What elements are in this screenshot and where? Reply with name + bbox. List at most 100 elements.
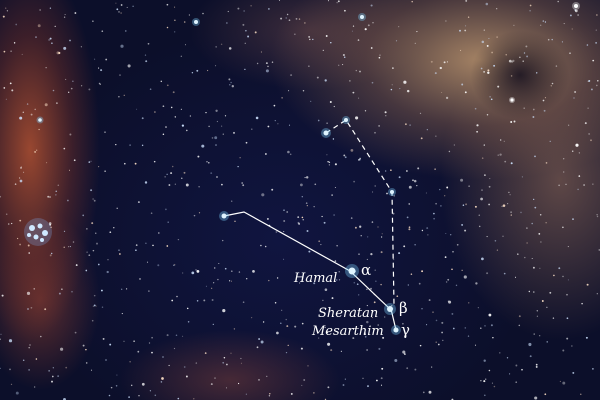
background-star	[215, 46, 217, 48]
background-star	[185, 375, 188, 378]
background-star	[238, 382, 240, 385]
background-star	[428, 390, 432, 394]
background-star	[174, 31, 176, 33]
background-star	[149, 88, 152, 91]
background-star	[591, 367, 594, 370]
background-star	[364, 110, 367, 112]
background-star	[120, 44, 124, 48]
background-star	[271, 188, 274, 191]
background-star	[496, 249, 499, 251]
background-star	[356, 283, 359, 286]
background-star	[308, 250, 311, 253]
background-star	[283, 231, 285, 233]
background-star	[82, 214, 85, 217]
background-star	[468, 185, 470, 187]
background-star	[390, 88, 393, 91]
background-star	[46, 162, 48, 164]
background-star	[521, 176, 524, 178]
background-star	[185, 44, 186, 46]
background-star	[231, 85, 234, 88]
bright-star-right	[509, 97, 515, 103]
background-star	[574, 9, 578, 13]
background-star	[313, 392, 315, 394]
background-star	[572, 371, 575, 374]
background-star	[596, 215, 599, 218]
background-star	[569, 14, 572, 17]
background-star	[63, 147, 66, 150]
background-star	[533, 198, 535, 201]
background-star	[452, 327, 455, 330]
background-star	[75, 264, 78, 267]
background-star	[522, 60, 524, 62]
background-star	[321, 215, 323, 218]
background-star	[237, 165, 239, 168]
background-star	[545, 162, 548, 164]
background-star	[265, 69, 269, 73]
background-star	[323, 221, 326, 224]
background-star	[322, 49, 324, 52]
background-star	[288, 124, 291, 126]
background-star	[407, 284, 409, 286]
background-star	[283, 258, 285, 260]
background-star	[237, 7, 240, 10]
background-star	[414, 42, 416, 45]
background-star	[297, 216, 300, 218]
background-star	[411, 0, 413, 3]
background-star	[35, 358, 38, 360]
background-star	[513, 24, 515, 27]
background-star	[359, 157, 361, 160]
background-star	[486, 272, 489, 275]
background-star	[403, 80, 407, 84]
background-star	[502, 235, 504, 237]
background-star	[358, 253, 360, 255]
background-star	[483, 29, 485, 31]
background-star	[157, 264, 160, 267]
background-star	[541, 300, 544, 302]
background-star	[153, 160, 156, 163]
background-star	[268, 395, 271, 397]
background-star	[515, 364, 518, 367]
background-star	[328, 164, 330, 166]
background-star	[181, 177, 183, 179]
background-star	[477, 307, 479, 309]
background-star	[268, 8, 270, 10]
background-star	[536, 315, 539, 317]
background-star	[419, 344, 422, 347]
background-star	[581, 302, 583, 305]
background-star	[254, 31, 257, 34]
background-star	[364, 28, 367, 31]
background-star	[16, 237, 19, 240]
background-star	[228, 78, 231, 81]
background-star	[334, 186, 336, 189]
background-star	[596, 293, 598, 295]
background-star	[557, 0, 559, 3]
label-sheratan-name: Sheratan	[318, 306, 378, 321]
background-star	[220, 43, 223, 46]
background-star	[116, 207, 118, 210]
background-star	[211, 287, 213, 289]
background-star	[88, 254, 91, 257]
background-star	[358, 294, 360, 296]
background-star	[240, 357, 242, 360]
background-star	[149, 390, 152, 392]
background-star	[216, 120, 219, 123]
background-star	[359, 225, 362, 228]
background-star	[216, 176, 218, 178]
background-star	[393, 195, 395, 197]
background-star	[539, 335, 541, 337]
background-star	[374, 131, 376, 134]
background-star	[304, 177, 306, 179]
background-star	[595, 29, 597, 31]
background-star	[440, 205, 442, 207]
background-star	[511, 61, 513, 63]
background-star	[271, 61, 274, 63]
background-star	[136, 108, 138, 110]
background-star	[162, 133, 165, 135]
background-star	[48, 370, 50, 372]
background-star	[481, 40, 485, 44]
background-star	[336, 2, 338, 4]
background-star	[68, 246, 70, 248]
background-star	[549, 291, 552, 294]
background-star	[543, 109, 546, 112]
background-star	[234, 220, 236, 222]
